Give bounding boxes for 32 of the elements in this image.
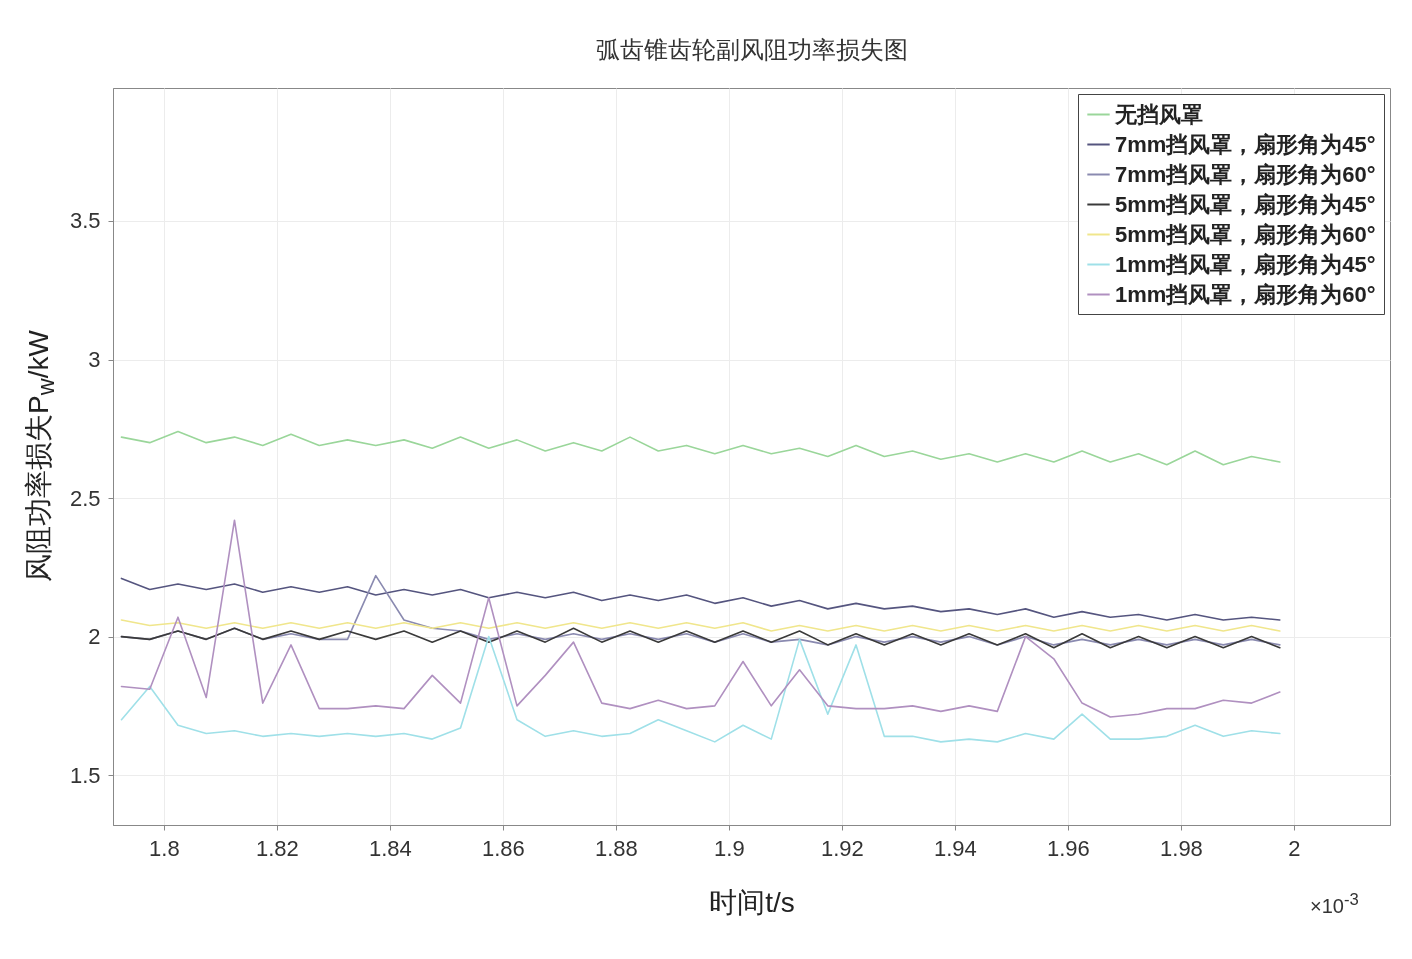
x-tick-label: 1.96 [1047, 835, 1090, 861]
line-series [120, 519, 1281, 718]
x-axis-title: 时间t/s [709, 886, 795, 918]
x-tick-label: 1.82 [255, 835, 299, 861]
x-tick-label: 1.86 [481, 835, 525, 861]
legend-label: 1mm挡风罩，扇形角为60° [1115, 281, 1376, 307]
x-tick-label: 1.8 [149, 835, 180, 861]
line-series [120, 619, 1281, 632]
y-tick-label: 1.5 [69, 762, 101, 788]
x-tick-label: 2 [1288, 835, 1301, 861]
legend-label: 1mm挡风罩，扇形角为45° [1115, 251, 1376, 277]
legend-label: 7mm挡风罩，扇形角为45° [1115, 131, 1376, 157]
line-series [120, 577, 1281, 621]
y-tick-label: 2.5 [69, 485, 101, 511]
legend-label: 7mm挡风罩，扇形角为60° [1115, 161, 1376, 187]
legend-label: 5mm挡风罩，扇形角为60° [1115, 221, 1376, 247]
line-series [120, 430, 1281, 466]
x-tick-label: 1.94 [934, 835, 977, 861]
line-series [120, 635, 1281, 743]
legend-label: 无挡风罩 [1114, 101, 1203, 127]
legend-label: 5mm挡风罩，扇形角为45° [1115, 191, 1376, 217]
x-tick-label: 1.9 [714, 835, 745, 861]
x-tick-label: 1.84 [368, 835, 412, 861]
y-tick-label: 2 [88, 624, 101, 650]
x-tick-label: 1.92 [820, 835, 864, 861]
y-tick-label: 3.5 [69, 208, 101, 234]
line-series [120, 627, 1281, 649]
chart-title: 弧齿锥齿轮副风阻功率损失图 [595, 36, 908, 63]
text: ×10$^{-3}$ [1310, 890, 1359, 918]
x-tick-label: 1.98 [1160, 835, 1203, 861]
x-tick-label: 1.88 [594, 835, 638, 861]
y-tick-label: 3 [88, 347, 101, 373]
